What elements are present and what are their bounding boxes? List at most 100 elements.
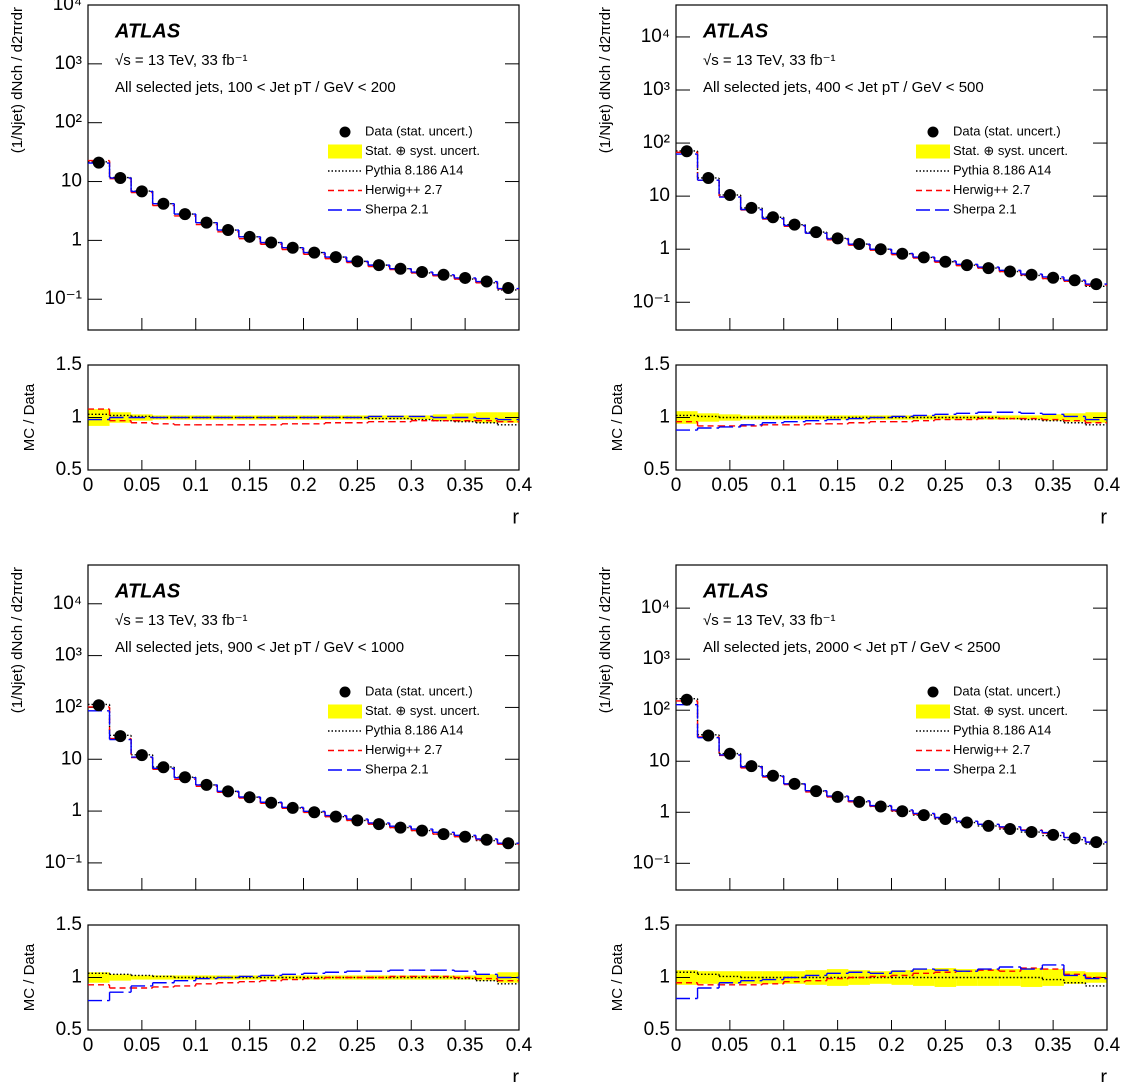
data-point [745, 760, 758, 773]
data-point [831, 232, 844, 245]
data-point [853, 238, 866, 251]
x-tick-label: 0.15 [231, 1035, 268, 1056]
x-axis-title: r [1100, 1066, 1107, 1082]
y-tick-label: 10³ [55, 53, 82, 74]
data-point [853, 795, 866, 808]
x-tick-label: 0.05 [711, 1035, 748, 1056]
x-tick-label: 0.05 [711, 475, 748, 496]
legend-label: Pythia 8.186 A14 [953, 722, 1051, 737]
ratio-y-tick-label: 0.5 [56, 459, 82, 480]
legend-symbol [339, 126, 351, 138]
legend-label: Data (stat. uncert.) [365, 683, 473, 698]
y-tick-label: 10³ [643, 648, 670, 669]
legend-symbol [916, 144, 950, 159]
ratio-y-tick-label: 0.5 [56, 1019, 82, 1040]
ratio-y-tick-label: 1 [659, 967, 670, 988]
data-point [874, 800, 887, 813]
data-point [502, 837, 515, 850]
x-tick-label: 0.3 [986, 475, 1012, 496]
x-tick-label: 0.25 [927, 1035, 964, 1056]
data-point [1025, 268, 1038, 281]
data-point [788, 218, 801, 231]
data-point [939, 255, 952, 268]
data-point [502, 282, 515, 295]
data-point [723, 189, 736, 202]
legend-label: Stat. ⊕ syst. uncert. [365, 703, 480, 718]
ratio-uncertainty-band [697, 413, 720, 422]
ratio-y-tick-label: 1 [71, 967, 82, 988]
data-point [1004, 823, 1017, 836]
data-point [416, 266, 429, 279]
data-point [982, 819, 995, 832]
legend-label: Data (stat. uncert.) [365, 123, 473, 138]
y-axis-title: (1/Njet) dNch / d2πrdr [9, 567, 26, 713]
data-point [917, 251, 930, 264]
data-point [788, 777, 801, 790]
data-point [92, 699, 105, 712]
legend-label: Stat. ⊕ syst. uncert. [365, 143, 480, 158]
y-tick-label: 10² [643, 132, 670, 153]
data-point [372, 259, 385, 272]
data-point [702, 171, 715, 184]
x-tick-label: 0.05 [123, 1035, 160, 1056]
y-tick-label: 10⁻¹ [633, 291, 671, 312]
experiment-label: ATLAS [702, 20, 769, 42]
ratio-uncertainty-band [368, 415, 390, 420]
ratio-y-axis-title: MC / Data [21, 383, 38, 451]
y-axis-title: (1/Njet) dNch / d2πrdr [597, 567, 614, 713]
x-tick-label: 0 [671, 1035, 682, 1056]
data-point [308, 806, 321, 819]
y-tick-label: 10 [649, 750, 670, 771]
selection-label: All selected jets, 900 < Jet pT / GeV < … [115, 639, 404, 656]
data-point [810, 226, 823, 239]
ratio-y-tick-label: 0.5 [644, 1019, 670, 1040]
data-point [200, 216, 213, 229]
x-tick-label: 0.4 [506, 475, 533, 496]
ratio-y-axis-title: MC / Data [21, 943, 38, 1011]
legend-label: Sherpa 2.1 [953, 761, 1017, 776]
ratio-uncertainty-band [1063, 971, 1086, 984]
legend-label: Sherpa 2.1 [365, 761, 429, 776]
ratio-uncertainty-band [719, 971, 741, 984]
legend-symbol [328, 144, 362, 159]
ratio-uncertainty-band [1042, 414, 1064, 421]
data-point [222, 785, 235, 798]
data-point [135, 185, 148, 198]
legend-label: Pythia 8.186 A14 [365, 162, 463, 177]
data-point [1068, 274, 1081, 287]
data-point [1068, 832, 1081, 845]
ratio-uncertainty-band [152, 975, 175, 980]
data-point [480, 833, 493, 846]
y-tick-label: 10³ [643, 79, 670, 100]
data-point [480, 275, 493, 288]
data-point [896, 805, 909, 818]
data-point [459, 830, 472, 843]
x-tick-label: 0.05 [123, 475, 160, 496]
x-axis-title: r [512, 1066, 519, 1082]
data-point [92, 156, 105, 169]
selection-label: All selected jets, 400 < Jet pT / GeV < … [703, 79, 984, 96]
legend-label: Sherpa 2.1 [953, 201, 1017, 216]
data-point [243, 791, 256, 804]
data-point [265, 236, 278, 249]
x-tick-label: 0.15 [819, 475, 856, 496]
x-tick-label: 0.35 [1035, 475, 1072, 496]
data-point [286, 241, 299, 254]
ratio-uncertainty-band [411, 415, 433, 420]
y-tick-label: 1 [71, 800, 82, 821]
data-point [680, 145, 693, 158]
x-tick-label: 0.1 [183, 1035, 209, 1056]
data-point [200, 778, 213, 791]
data-point [178, 771, 191, 784]
y-tick-label: 10 [649, 185, 670, 206]
data-point [766, 769, 779, 782]
legend-label: Pythia 8.186 A14 [953, 162, 1051, 177]
y-tick-label: 10⁴ [53, 593, 82, 614]
x-tick-label: 0.35 [447, 475, 484, 496]
energy-label: √s = 13 TeV, 33 fb⁻¹ [115, 52, 248, 69]
data-point [874, 243, 887, 256]
ratio-y-axis-title: MC / Data [609, 943, 626, 1011]
legend-label: Data (stat. uncert.) [953, 683, 1061, 698]
x-tick-label: 0.4 [506, 1035, 533, 1056]
data-point [960, 816, 973, 829]
